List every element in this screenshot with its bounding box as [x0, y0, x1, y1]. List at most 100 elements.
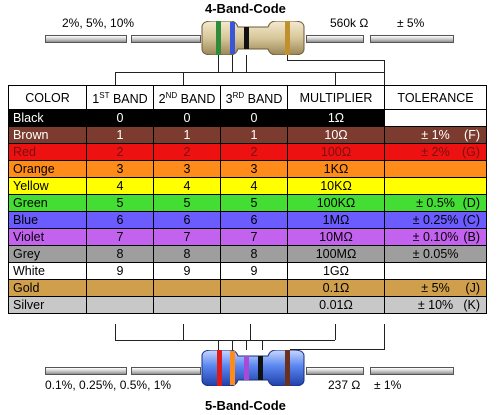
tolerance-value: ± 0.05%	[412, 247, 459, 262]
four-band-title: 4-Band-Code	[205, 1, 286, 16]
band-3-cell: 8	[220, 245, 288, 264]
four-band-value-example: 560k Ω	[330, 16, 369, 30]
tolerance-cell	[384, 160, 487, 179]
four-band-band-4	[285, 21, 290, 55]
band-1-cell: 9	[86, 262, 154, 281]
color-name-cell: Silver	[8, 296, 87, 315]
band-1-cell: 5	[86, 194, 154, 213]
tolerance-letter-code: (K)	[463, 298, 480, 313]
tolerance-letter-code: (J)	[465, 281, 480, 296]
five-band-connector	[262, 340, 263, 350]
color-row-grey: Grey 8 8 8 100MΩ ± 0.05%	[8, 245, 487, 264]
five-band-band-5	[285, 350, 290, 386]
four-band-tolerance-options: 2%, 5%, 10%	[62, 16, 135, 30]
tolerance-value: ± 0.10%	[412, 230, 459, 245]
four-band-connector	[246, 55, 247, 72]
multiplier-cell: 10MΩ	[287, 228, 385, 247]
tolerance-cell	[384, 262, 487, 281]
header-band-1: 1ST BAND	[86, 84, 154, 111]
color-row-orange: Orange 3 3 3 1KΩ	[8, 160, 487, 179]
band-3-cell: 7	[220, 228, 288, 247]
color-row-brown: Brown 1 1 1 10Ω ± 1% (F)	[8, 126, 487, 145]
five-band-connector	[290, 349, 385, 350]
tolerance-letter-code: (B)	[463, 230, 480, 245]
multiplier-cell: 10Ω	[287, 126, 385, 145]
tolerance-value: ± 10%	[417, 298, 454, 313]
resistor-color-code-table: COLOR 1ST BAND 2ND BAND 3RD BAND MULTIPL…	[8, 84, 487, 315]
color-name-cell: Orange	[8, 160, 87, 179]
color-row-violet: Violet 7 7 7 10MΩ ± 0.10% (B)	[8, 228, 487, 247]
multiplier-cell: 0.01Ω	[287, 296, 385, 315]
four-band-connector	[115, 72, 385, 73]
tolerance-cell	[384, 177, 487, 196]
band-2-cell: 7	[153, 228, 221, 247]
four-band-connector	[115, 72, 116, 85]
band-2-cell: 0	[153, 109, 221, 128]
header-color: COLOR	[8, 84, 87, 111]
five-band-connector	[218, 340, 219, 350]
five-band-connector	[335, 324, 336, 340]
five-band-tolerance-example: ± 1%	[374, 378, 402, 392]
band-1-cell: 4	[86, 177, 154, 196]
five-band-value-example: 237 Ω	[328, 378, 361, 392]
band-1-cell	[86, 279, 154, 298]
band-2-cell: 1	[153, 126, 221, 145]
multiplier-cell: 1KΩ	[287, 160, 385, 179]
four-band-connector	[232, 55, 233, 72]
band-2-cell	[153, 296, 221, 315]
five-band-connector	[250, 324, 251, 340]
header-band-2: 2ND BAND	[153, 84, 221, 111]
band-3-cell	[220, 279, 288, 298]
five-band-lead-left-2	[131, 367, 201, 375]
band-2-cell: 2	[153, 143, 221, 162]
color-name-cell: Black	[8, 109, 87, 128]
four-band-connector	[335, 72, 336, 85]
band-3-cell: 9	[220, 262, 288, 281]
band-1-cell: 0	[86, 109, 154, 128]
four-band-lead-right-1	[306, 35, 364, 43]
band-2-cell: 4	[153, 177, 221, 196]
tolerance-cell: ± 10% (K)	[384, 296, 487, 315]
color-row-yellow: Yellow 4 4 4 10KΩ	[8, 177, 487, 196]
band-2-cell: 6	[153, 211, 221, 230]
four-band-tolerance-example: ± 5%	[397, 16, 425, 30]
color-name-cell: Brown	[8, 126, 87, 145]
band-3-cell	[220, 296, 288, 315]
tolerance-value: ± 5%	[421, 281, 450, 296]
color-name-cell: Gold	[8, 279, 87, 298]
tolerance-value: ± 0.25%	[412, 213, 459, 228]
band-1-cell: 3	[86, 160, 154, 179]
multiplier-cell: 1Ω	[287, 109, 385, 128]
five-band-band-1	[217, 350, 222, 386]
four-band-band-1	[216, 21, 221, 55]
four-band-connector	[287, 60, 385, 61]
tolerance-cell: ± 0.25% (C)	[384, 211, 487, 230]
five-band-connector	[183, 324, 184, 340]
five-band-lead-left-1	[45, 367, 127, 375]
tolerance-value: ± 0.5%	[416, 196, 455, 211]
four-band-connector	[218, 55, 219, 72]
color-name-cell: Grey	[8, 245, 87, 264]
multiplier-cell: 1GΩ	[287, 262, 385, 281]
table-header-row: COLOR 1ST BAND 2ND BAND 3RD BAND MULTIPL…	[8, 84, 487, 111]
tolerance-letter-code: (G)	[461, 145, 480, 160]
four-band-connector	[384, 60, 385, 85]
band-3-cell: 6	[220, 211, 288, 230]
header-multiplier: MULTIPLIER	[287, 84, 385, 111]
band-1-cell: 8	[86, 245, 154, 264]
color-row-gold: Gold 0.1Ω ± 5% (J)	[8, 279, 487, 298]
band-2-cell: 8	[153, 245, 221, 264]
tolerance-cell: ± 0.05%	[384, 245, 487, 264]
band-2-cell: 5	[153, 194, 221, 213]
four-band-lead-left-2	[131, 35, 201, 43]
color-row-white: White 9 9 9 1GΩ	[8, 262, 487, 281]
five-band-connector	[384, 324, 385, 349]
band-1-cell: 6	[86, 211, 154, 230]
header-tolerance: TOLERANCE	[384, 84, 487, 111]
tolerance-cell: ± 0.5% (D)	[384, 194, 487, 213]
four-band-lead-left-1	[45, 35, 127, 43]
four-band-band-3	[244, 27, 249, 49]
tolerance-cell: ± 5% (J)	[384, 279, 487, 298]
five-band-band-2	[230, 351, 235, 385]
multiplier-cell: 100MΩ	[287, 245, 385, 264]
